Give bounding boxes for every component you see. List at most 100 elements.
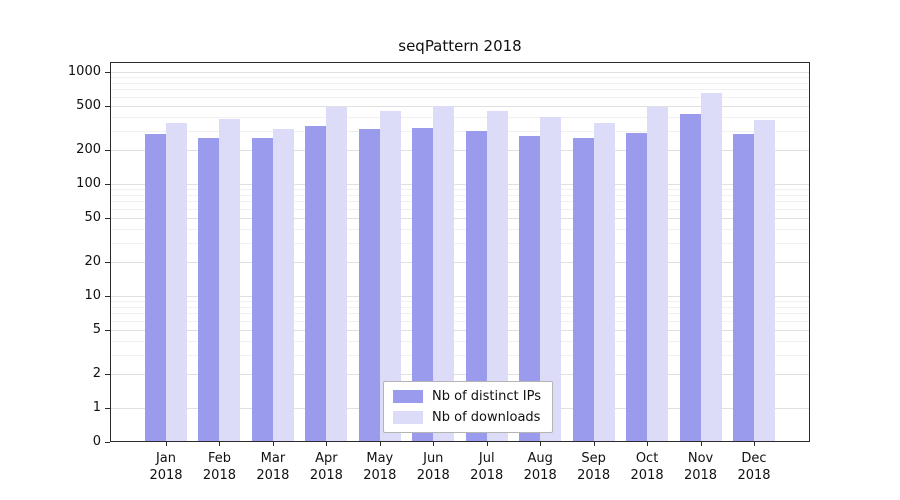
minor-gridline: [110, 194, 810, 196]
y-axis-tick-label: 200: [76, 142, 101, 158]
bar-nb-of-distinct-ips: [465, 130, 487, 442]
bar-nb-of-downloads: [593, 123, 615, 442]
bar-nb-of-distinct-ips: [733, 133, 754, 442]
y-axis-tick-label: 100: [76, 176, 101, 191]
x-axis-tick-mark: [166, 442, 167, 446]
minor-gridline: [110, 130, 810, 132]
x-axis-tick-label: Oct 2018: [630, 451, 664, 483]
major-gridline: [110, 150, 810, 152]
x-axis-tick-label: Mar 2018: [256, 451, 290, 483]
bar-nb-of-downloads: [166, 123, 187, 442]
bar-nb-of-distinct-ips: [145, 133, 166, 442]
y-axis-tick-mark: [105, 408, 110, 409]
major-gridline: [110, 329, 810, 331]
bar-nb-of-distinct-ips: [305, 125, 327, 442]
legend-label: Nb of downloads: [432, 410, 541, 425]
legend: Nb of distinct IPs Nb of downloads: [383, 381, 553, 433]
bar-nb-of-downloads: [700, 92, 722, 442]
x-axis-tick-mark: [593, 442, 595, 446]
y-axis-tick-mark: [105, 105, 110, 107]
x-axis-tick-label: Feb 2018: [202, 451, 236, 483]
minor-gridline: [110, 320, 810, 322]
x-axis-tick-mark: [326, 442, 328, 446]
legend-label: Nb of distinct IPs: [432, 389, 541, 404]
bar-nb-of-distinct-ips: [519, 135, 541, 442]
bar-nb-of-distinct-ips: [198, 137, 220, 442]
chart-title: seqPattern 2018: [398, 37, 522, 55]
x-axis-tick-label: Jul 2018: [470, 451, 504, 483]
x-axis-tick-label: May 2018: [363, 451, 397, 483]
y-axis-tick-mark: [105, 296, 110, 297]
x-axis-tick-label: Sep 2018: [577, 451, 611, 483]
minor-gridline: [110, 77, 810, 79]
x-axis-tick-label: Jan 2018: [149, 451, 183, 483]
minor-gridline: [110, 96, 810, 98]
x-axis-tick-mark: [700, 442, 702, 446]
bar-nb-of-downloads: [272, 128, 294, 442]
y-axis-tick-mark: [105, 374, 110, 376]
x-axis-tick-mark: [540, 442, 542, 446]
bar-nb-of-downloads: [433, 105, 455, 442]
minor-gridline: [110, 242, 810, 244]
bar-nb-of-distinct-ips: [358, 128, 380, 442]
x-axis-tick-mark: [433, 442, 435, 446]
x-axis-tick-label: Jun 2018: [416, 451, 450, 483]
y-axis-tick-mark: [105, 72, 110, 73]
y-axis-tick-label: 50: [84, 209, 101, 225]
y-axis-tick-label: 500: [76, 97, 101, 113]
x-axis-tick-mark: [647, 442, 649, 446]
minor-gridline: [110, 306, 810, 308]
major-gridline: [110, 184, 810, 185]
x-axis-tick-label: Apr 2018: [309, 451, 343, 483]
y-axis-tick-label: 20: [84, 254, 101, 270]
x-axis-tick-mark: [754, 442, 755, 446]
bar-nb-of-distinct-ips: [412, 128, 434, 442]
x-axis-tick-label: Dec 2018: [737, 451, 771, 483]
bar-nb-of-downloads: [754, 120, 775, 442]
y-axis-tick-mark: [105, 442, 110, 443]
y-axis-tick-label: 10: [84, 288, 101, 303]
bar-nb-of-downloads: [379, 110, 401, 442]
major-gridline: [110, 296, 810, 297]
y-axis-tick-mark: [105, 329, 110, 331]
x-axis-tick-label: Nov 2018: [683, 451, 718, 483]
minor-gridline: [110, 89, 810, 91]
minor-gridline: [110, 228, 810, 230]
minor-gridline: [110, 116, 810, 118]
x-axis-tick-mark: [379, 442, 381, 446]
minor-gridline: [110, 201, 810, 203]
y-axis-tick-label: 1000: [67, 64, 101, 79]
bar-nb-of-distinct-ips: [251, 137, 273, 442]
y-axis-tick-mark: [105, 184, 110, 185]
minor-gridline: [110, 354, 810, 356]
minor-gridline: [110, 313, 810, 315]
bar-nb-of-downloads: [647, 106, 669, 442]
minor-gridline: [110, 208, 810, 210]
legend-swatch: [393, 411, 424, 424]
legend-swatch: [393, 390, 424, 403]
y-axis-tick-label: 2: [92, 366, 101, 382]
x-axis-tick-mark: [219, 442, 221, 446]
bar-nb-of-downloads: [326, 106, 348, 442]
major-gridline: [110, 105, 810, 107]
minor-gridline: [110, 189, 810, 191]
major-gridline: [110, 262, 810, 264]
major-gridline: [110, 72, 810, 73]
y-axis-tick-mark: [105, 150, 110, 152]
y-axis-tick-label: 0: [92, 434, 101, 449]
minor-gridline: [110, 340, 810, 342]
plot-area: Nb of distinct IPs Nb of downloads: [110, 62, 810, 442]
legend-entry: Nb of downloads: [393, 410, 541, 425]
bar-nb-of-distinct-ips: [679, 114, 701, 442]
minor-gridline: [110, 301, 810, 303]
legend-entry: Nb of distinct IPs: [393, 389, 541, 404]
x-axis-tick-label: Aug 2018: [523, 451, 557, 483]
bar-nb-of-downloads: [540, 116, 562, 442]
bar-nb-of-downloads: [219, 119, 241, 442]
bar-nb-of-distinct-ips: [626, 133, 648, 442]
x-axis-tick-mark: [272, 442, 274, 446]
x-axis-tick-mark: [486, 442, 488, 446]
major-gridline: [110, 217, 810, 219]
major-gridline: [110, 374, 810, 376]
